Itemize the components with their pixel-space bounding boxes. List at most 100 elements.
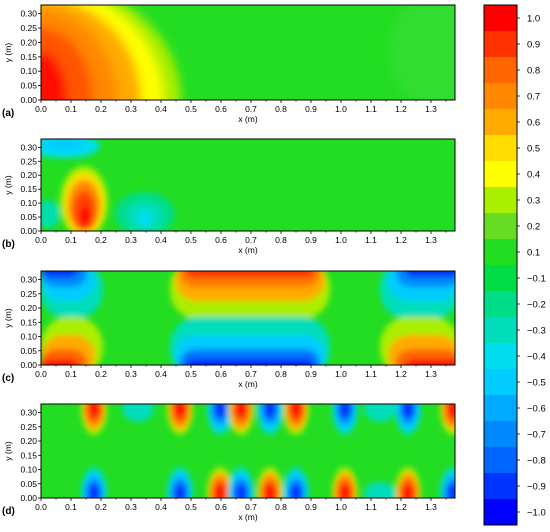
colorbar-band	[484, 135, 517, 162]
y-tick-label: 0.30	[20, 142, 37, 152]
x-tick-label: 0.9	[305, 369, 317, 379]
y-tick-label: 0.10	[20, 465, 37, 475]
colorbar-tick-label: 0.1	[527, 248, 540, 259]
y-tick-label: 0.15	[20, 317, 37, 327]
x-axis-label: x (m)	[238, 245, 258, 255]
colorbar-band	[484, 239, 517, 266]
y-tick-label: 0.00	[20, 95, 37, 105]
x-tick-label: 0.5	[185, 235, 197, 245]
colorbar-band	[484, 31, 517, 58]
y-tick-label: 0.00	[20, 360, 37, 370]
y-axis-label: y (m)	[3, 175, 13, 195]
colorbar-tick-label: 0.3	[527, 196, 540, 207]
colorbar-tick-label: −0.3	[527, 326, 546, 337]
x-tick-label: 0.7	[245, 369, 257, 379]
colorbar-band	[484, 265, 517, 292]
colorbar-tick-label: 0.2	[527, 222, 540, 233]
y-tick-label: 0.05	[20, 346, 37, 356]
x-tick-label: 0.5	[185, 104, 197, 114]
y-axis-label: y (m)	[3, 43, 13, 63]
panel-c	[40, 270, 456, 366]
y-axis-label: y (m)	[3, 441, 13, 461]
colorbar-band	[484, 395, 517, 422]
x-tick-label: 0.0	[35, 235, 47, 245]
y-tick-label: 0.05	[20, 212, 37, 222]
y-tick-label: 0.25	[20, 422, 37, 432]
x-tick-label: 0.5	[185, 502, 197, 512]
colorbar-band	[484, 187, 517, 214]
x-tick-label: 1.0	[335, 369, 347, 379]
x-axis-label: x (m)	[238, 512, 258, 522]
x-tick-label: 0.1	[65, 235, 77, 245]
x-tick-label: 0.3	[125, 502, 137, 512]
colorbar-band	[484, 369, 517, 396]
x-tick-label: 0.2	[95, 369, 107, 379]
x-tick-label: 0.1	[65, 104, 77, 114]
colorbar-band	[484, 473, 517, 500]
x-tick-label: 0.6	[215, 235, 227, 245]
y-tick-label: 0.10	[20, 332, 37, 342]
panel-d-field	[41, 404, 455, 498]
x-tick-label: 0.4	[155, 235, 167, 245]
y-axis-label: y (m)	[3, 308, 13, 328]
colorbar-band	[484, 5, 517, 32]
x-tick-label: 0.9	[305, 104, 317, 114]
colorbar-band	[484, 343, 517, 370]
panel-label: (b)	[2, 239, 15, 250]
y-tick-label: 0.15	[20, 450, 37, 460]
x-axis-label: x (m)	[238, 379, 258, 389]
colorbar-tick-label: −0.1	[527, 274, 546, 285]
x-tick-label: 0.8	[275, 235, 287, 245]
y-tick-label: 0.15	[20, 52, 37, 62]
x-tick-label: 0.0	[35, 104, 47, 114]
x-axis-label: x (m)	[238, 114, 258, 124]
y-tick-label: 0.30	[20, 408, 37, 418]
panel-label: (c)	[2, 373, 14, 384]
x-tick-label: 1.1	[365, 369, 377, 379]
panel-label: (d)	[2, 506, 15, 517]
y-tick-label: 0.05	[20, 81, 37, 91]
colorbar-frame	[483, 4, 518, 526]
y-tick-label: 0.10	[20, 66, 37, 76]
x-tick-label: 0.0	[35, 369, 47, 379]
colorbar-band	[484, 317, 517, 344]
colorbar-tick-label: −0.7	[527, 430, 546, 441]
y-tick-label: 0.25	[20, 156, 37, 166]
x-tick-label: 0.3	[125, 235, 137, 245]
x-tick-label: 0.2	[95, 502, 107, 512]
panel-b	[40, 138, 456, 232]
colorbar-tick-label: 0.9	[527, 40, 540, 51]
colorbar-tick-label: 0.7	[527, 92, 540, 103]
y-tick-label: 0.25	[20, 23, 37, 33]
x-tick-label: 0.2	[95, 235, 107, 245]
panel-a	[40, 4, 456, 101]
x-tick-label: 0.5	[185, 369, 197, 379]
y-tick-label: 0.00	[20, 226, 37, 236]
y-tick-label: 0.15	[20, 184, 37, 194]
axes-layer: 0.0 0.1 0.2 0.3 0.4 0.5 0.6 0.7 0.8 0.9 1.0 1.1 1.2 1…	[2, 9, 447, 522]
x-tick-label: 1.2	[395, 104, 407, 114]
colorbar-tick-label: −0.5	[527, 378, 546, 389]
x-tick-label: 1.3	[425, 104, 437, 114]
colorbar-band	[484, 213, 517, 240]
colorbar-tick-label: 0.6	[527, 118, 540, 129]
y-tick-label: 0.20	[20, 303, 37, 313]
y-tick-label: 0.20	[20, 170, 37, 180]
colorbar-tick-label: 0.5	[527, 144, 540, 155]
x-tick-label: 0.2	[95, 104, 107, 114]
colorbar-tick-label: 0.8	[527, 66, 540, 77]
x-tick-label: 1.3	[425, 502, 437, 512]
x-tick-label: 1.3	[425, 369, 437, 379]
x-tick-label: 0.7	[245, 502, 257, 512]
y-tick-label: 0.20	[20, 37, 37, 47]
panel-axes-3: 0.0 0.1 0.2 0.3 0.4 0.5 0.6 0.7 0.8 0.9 1.0 1.1 1.2 1…	[2, 275, 447, 389]
colorbar-band	[484, 57, 517, 84]
panel-axes-2: 0.0 0.1 0.2 0.3 0.4 0.5 0.6 0.7 0.8 0.9 1.0 1.1 1.2 1…	[2, 142, 447, 255]
x-tick-label: 0.9	[305, 502, 317, 512]
x-tick-label: 1.3	[425, 235, 437, 245]
x-tick-label: 0.3	[125, 104, 137, 114]
y-tick-label: 0.30	[20, 9, 37, 19]
x-tick-label: 1.2	[395, 369, 407, 379]
x-tick-label: 0.6	[215, 104, 227, 114]
x-tick-label: 1.2	[395, 235, 407, 245]
